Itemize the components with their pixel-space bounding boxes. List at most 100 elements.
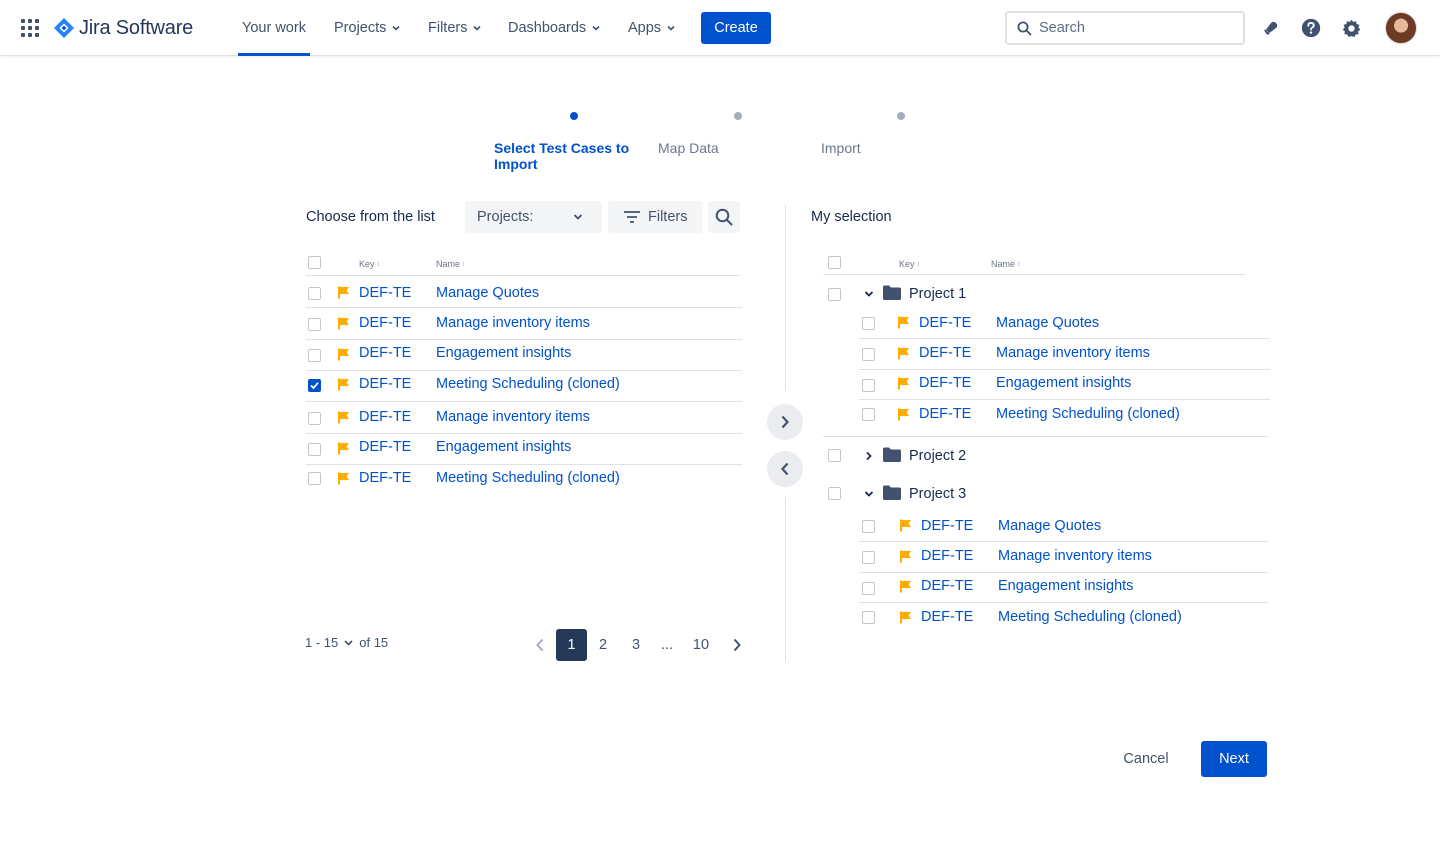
list-search-button[interactable]	[708, 201, 740, 233]
issue-key[interactable]: DEF-TE	[919, 345, 972, 361]
row-checkbox[interactable]	[308, 349, 321, 362]
nav-filters[interactable]: Filters	[428, 0, 482, 56]
issue-key[interactable]: DEF-TE	[919, 406, 972, 422]
check-icon	[310, 382, 319, 390]
next-button[interactable]: Next	[1201, 741, 1267, 777]
project-checkbox[interactable]	[828, 288, 841, 301]
issue-key[interactable]: DEF-TE	[921, 578, 974, 594]
row-checkbox[interactable]	[862, 348, 875, 361]
column-header-key[interactable]: Key ↕	[899, 259, 920, 269]
row-checkbox[interactable]	[862, 520, 875, 533]
issue-name[interactable]: Manage Quotes	[436, 285, 540, 301]
app-switcher-icon[interactable]	[21, 19, 39, 37]
divider	[859, 602, 1268, 603]
chevron-left-icon[interactable]	[535, 638, 545, 652]
divider	[306, 370, 742, 371]
page-button[interactable]: 3	[631, 637, 641, 653]
divider	[859, 399, 1270, 400]
project-checkbox[interactable]	[828, 449, 841, 462]
nav-apps[interactable]: Apps	[628, 0, 675, 56]
select-all-checkbox[interactable]	[308, 256, 321, 269]
global-search[interactable]	[1005, 11, 1245, 45]
jira-logo[interactable]: Jira Software	[53, 16, 193, 40]
issue-name[interactable]: Meeting Scheduling (cloned)	[996, 406, 1180, 422]
issue-name[interactable]: Meeting Scheduling (cloned)	[436, 470, 620, 486]
column-header-name[interactable]: Name ↕	[436, 259, 466, 269]
issue-name[interactable]: Manage inventory items	[996, 345, 1150, 361]
sort-icon: ↕	[376, 260, 381, 268]
issue-name[interactable]: Engagement insights	[996, 375, 1132, 391]
project-checkbox[interactable]	[828, 487, 841, 500]
divider	[823, 436, 1268, 437]
row-checkbox[interactable]	[308, 472, 321, 485]
nav-projects[interactable]: Projects	[334, 0, 400, 56]
issue-name[interactable]: Manage Quotes	[998, 518, 1102, 534]
settings-icon[interactable]	[1339, 16, 1363, 40]
move-left-button[interactable]	[767, 451, 803, 487]
issue-key[interactable]: DEF-TE	[921, 518, 974, 534]
projects-select[interactable]: Projects:	[465, 201, 602, 233]
row-checkbox[interactable]	[308, 318, 321, 331]
move-right-button[interactable]	[767, 404, 803, 440]
issue-key[interactable]: DEF-TE	[359, 285, 412, 301]
page-size-select[interactable]: 1 - 15 of 15	[305, 635, 388, 650]
page-button-current[interactable]: 1	[556, 629, 587, 661]
avatar[interactable]	[1385, 12, 1417, 44]
page-button[interactable]: 10	[692, 637, 710, 653]
issue-name[interactable]: Manage inventory items	[436, 409, 590, 425]
help-icon[interactable]	[1299, 16, 1323, 40]
issue-key[interactable]: DEF-TE	[359, 315, 412, 331]
filters-button[interactable]: Filters	[608, 201, 702, 233]
flag-icon	[900, 611, 911, 624]
column-label: Key	[899, 259, 915, 269]
issue-key[interactable]: DEF-TE	[359, 345, 412, 361]
cancel-button[interactable]: Cancel	[1123, 751, 1169, 767]
divider	[859, 572, 1268, 573]
chevron-right-icon[interactable]	[732, 638, 742, 652]
issue-key[interactable]: DEF-TE	[359, 409, 412, 425]
search-input[interactable]	[1039, 20, 1229, 36]
issue-name[interactable]: Manage inventory items	[998, 548, 1152, 564]
issue-key[interactable]: DEF-TE	[921, 609, 974, 625]
nav-your-work[interactable]: Your work	[238, 0, 310, 56]
issue-key[interactable]: DEF-TE	[359, 470, 412, 486]
row-checkbox[interactable]	[308, 443, 321, 456]
issue-name[interactable]: Meeting Scheduling (cloned)	[998, 609, 1182, 625]
select-all-checkbox[interactable]	[828, 256, 841, 269]
issue-key[interactable]: DEF-TE	[359, 376, 412, 392]
row-checkbox[interactable]	[862, 582, 875, 595]
issue-key[interactable]: DEF-TE	[921, 548, 974, 564]
row-checkbox[interactable]	[862, 408, 875, 421]
issue-name[interactable]: Manage Quotes	[996, 315, 1100, 331]
project-label: Project 3	[909, 486, 967, 502]
issue-name[interactable]: Meeting Scheduling (cloned)	[436, 376, 620, 392]
nav-dashboards[interactable]: Dashboards	[508, 0, 600, 56]
issue-name[interactable]: Engagement insights	[436, 439, 572, 455]
row-checkbox[interactable]	[862, 379, 875, 392]
column-header-key[interactable]: Key ↕	[359, 259, 380, 269]
column-label: Key	[359, 259, 375, 269]
issue-name[interactable]: Engagement insights	[998, 578, 1134, 594]
chevron-down-icon[interactable]	[864, 489, 874, 499]
create-button[interactable]: Create	[701, 12, 771, 44]
issue-key[interactable]: DEF-TE	[919, 375, 972, 391]
chevron-down-icon	[473, 25, 482, 31]
chevron-right-icon[interactable]	[864, 451, 874, 461]
row-checkbox[interactable]	[862, 611, 875, 624]
issue-name[interactable]: Engagement insights	[436, 345, 572, 361]
row-checkbox-checked[interactable]	[308, 379, 321, 392]
issue-key[interactable]: DEF-TE	[919, 315, 972, 331]
row-checkbox[interactable]	[862, 317, 875, 330]
column-header-name[interactable]: Name ↕	[991, 259, 1021, 269]
chevron-down-icon[interactable]	[864, 289, 874, 299]
row-checkbox[interactable]	[308, 412, 321, 425]
flag-icon	[900, 550, 911, 563]
chevron-right-icon	[781, 415, 789, 429]
row-checkbox[interactable]	[308, 287, 321, 300]
step-label-select: Select Test Cases to Import	[494, 140, 630, 172]
issue-key[interactable]: DEF-TE	[359, 439, 412, 455]
page-button[interactable]: 2	[598, 637, 608, 653]
notification-icon[interactable]	[1259, 16, 1283, 40]
issue-name[interactable]: Manage inventory items	[436, 315, 590, 331]
row-checkbox[interactable]	[862, 551, 875, 564]
